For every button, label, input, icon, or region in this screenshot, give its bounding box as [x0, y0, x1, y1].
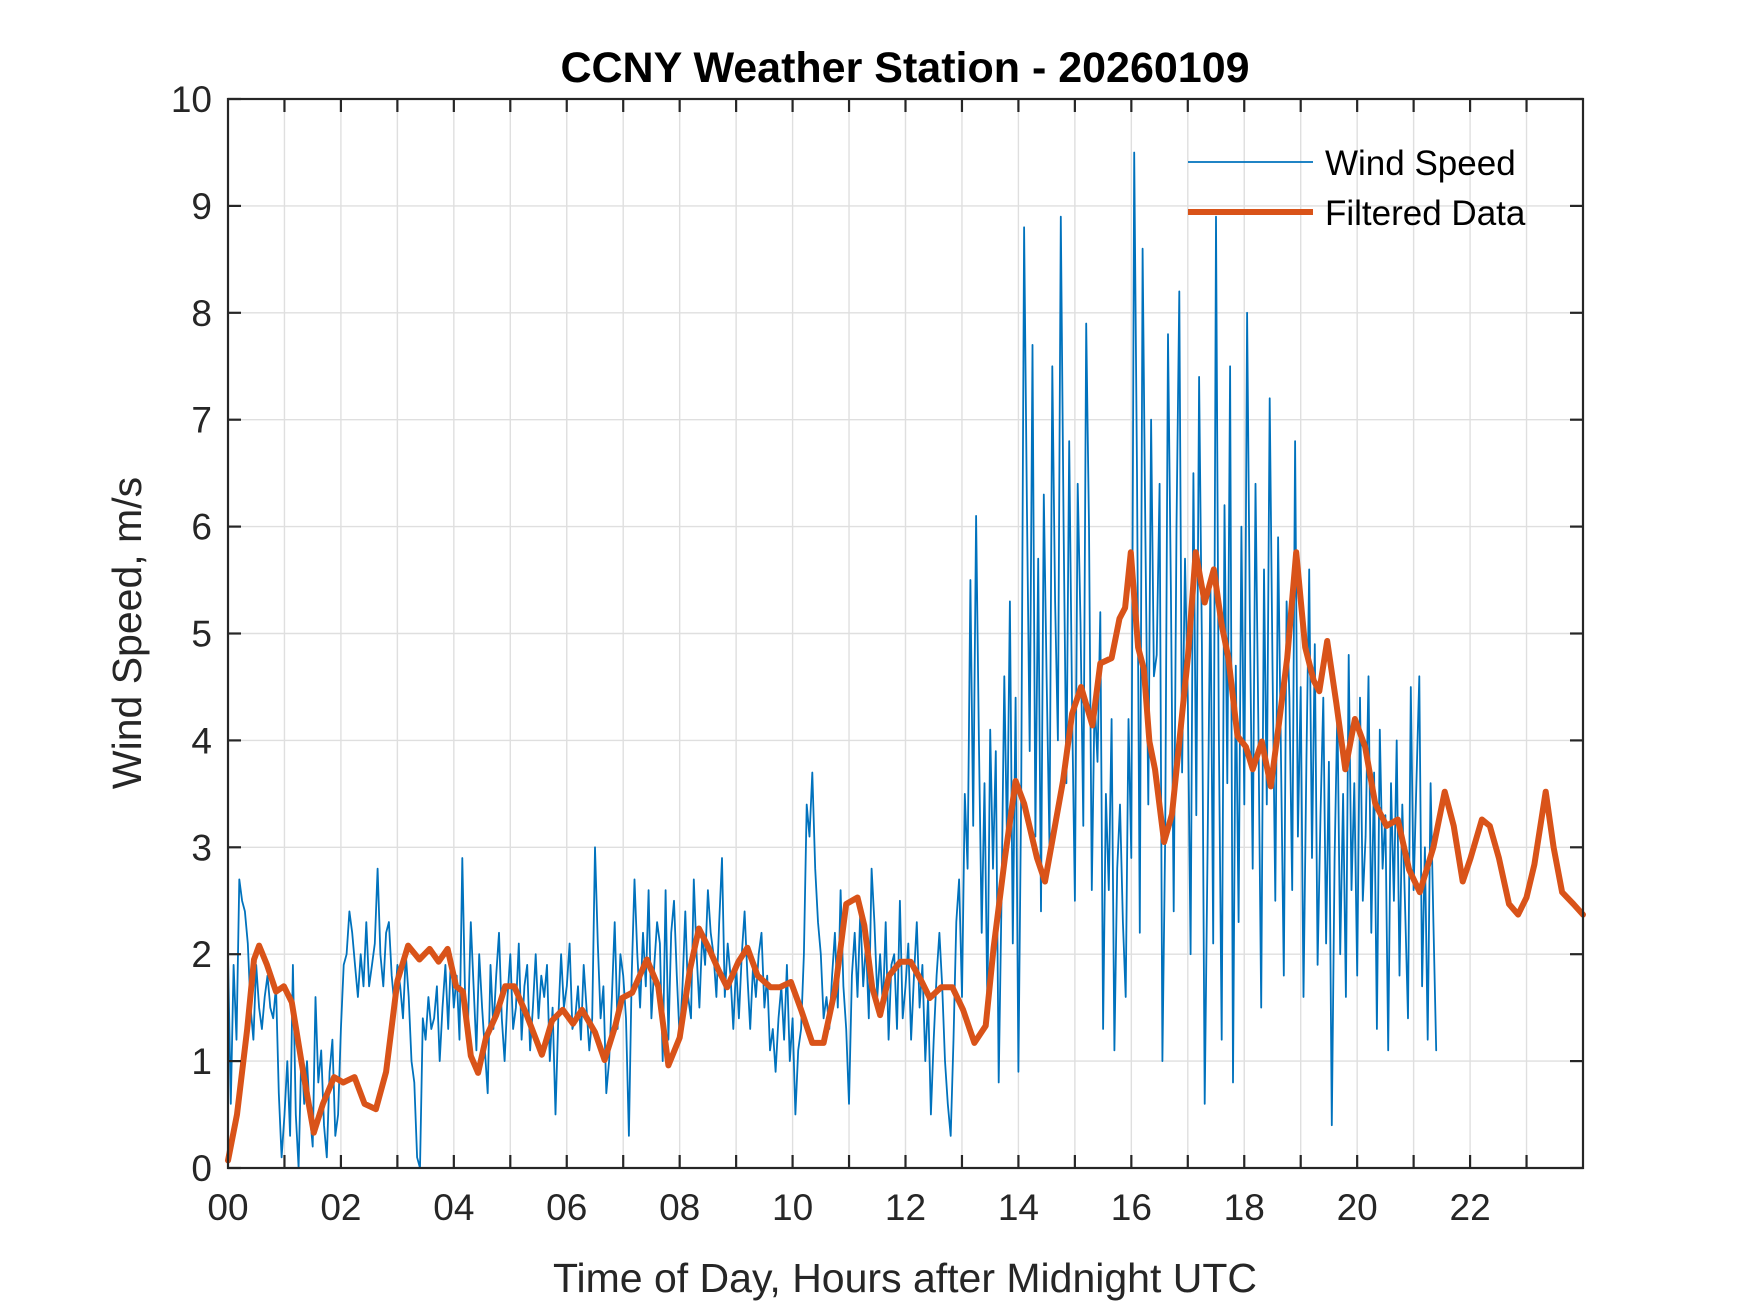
x-tick-label: 16: [1111, 1187, 1152, 1228]
y-tick-label: 6: [191, 507, 212, 548]
y-axis-label: Wind Speed, m/s: [104, 477, 150, 789]
y-tick-label: 2: [191, 934, 212, 975]
x-tick-label: 10: [772, 1187, 813, 1228]
x-tick-label: 04: [433, 1187, 474, 1228]
x-tick-label: 18: [1224, 1187, 1265, 1228]
x-tick-label: 20: [1337, 1187, 1378, 1228]
y-tick-label: 1: [191, 1041, 212, 1082]
x-axis-label: Time of Day, Hours after Midnight UTC: [553, 1255, 1257, 1301]
y-tick-label: 0: [191, 1148, 212, 1189]
wind-speed-line: [227, 151, 1438, 1169]
filtered-data-series: [225, 549, 1586, 1164]
y-tick-label: 10: [171, 79, 212, 120]
chart-title: CCNY Weather Station - 20260109: [560, 44, 1249, 92]
x-tick-label: 14: [998, 1187, 1039, 1228]
y-tick-label: 9: [191, 186, 212, 227]
legend-filtered-data-label: Filtered Data: [1325, 194, 1526, 233]
y-tick-label: 3: [191, 827, 212, 868]
y-tick-label: 8: [191, 293, 212, 334]
y-tick-label: 4: [191, 720, 212, 761]
grid-lines: [228, 99, 1583, 1168]
x-tick-label: 12: [885, 1187, 926, 1228]
x-tick-label: 06: [546, 1187, 587, 1228]
x-tick-label: 22: [1450, 1187, 1491, 1228]
x-tick-label: 00: [207, 1187, 248, 1228]
x-tick-label: 02: [320, 1187, 361, 1228]
y-tick-label: 7: [191, 400, 212, 441]
x-tick-label: 08: [659, 1187, 700, 1228]
wind-speed-series: [227, 0, 1584, 1169]
legend-wind-speed-label: Wind Speed: [1325, 144, 1516, 183]
y-tick-label: 5: [191, 614, 212, 655]
legend: Wind Speed Filtered Data: [1188, 144, 1526, 233]
filtered-data-line: [225, 549, 1586, 1164]
